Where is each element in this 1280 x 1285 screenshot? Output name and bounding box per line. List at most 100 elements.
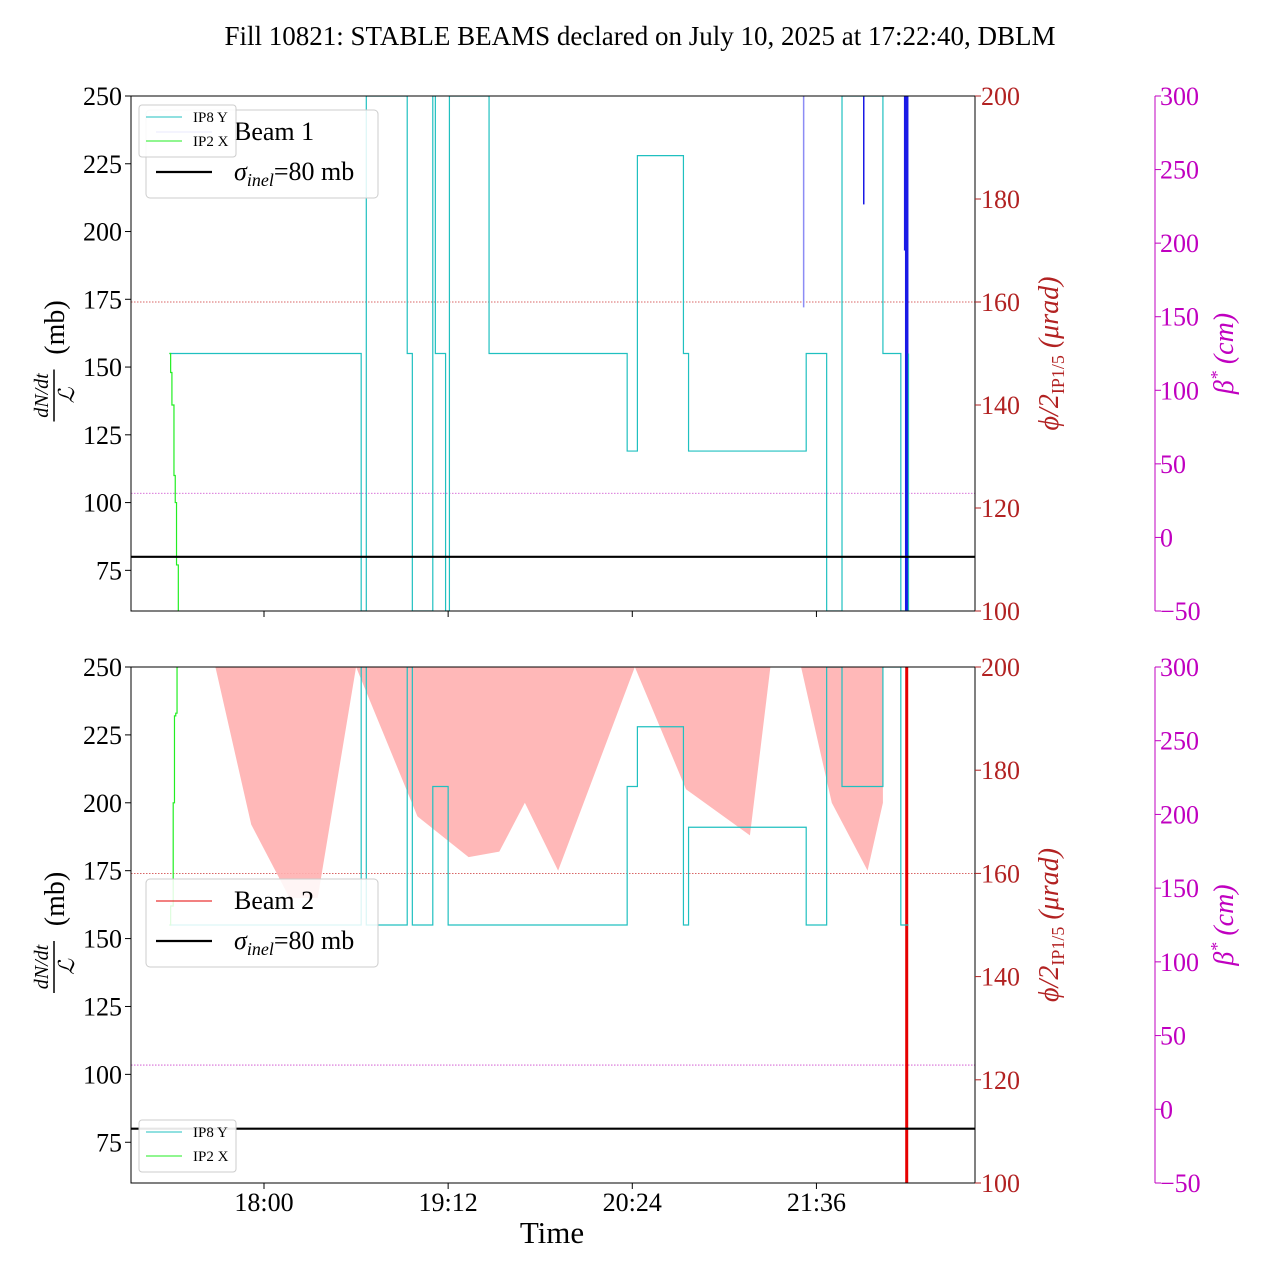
legend-ip2-label: IP2 X: [193, 1149, 229, 1165]
panel-beam-2: 75 100 125 150 175 200 225 250 100 120 140 160 180 20…: [31, 653, 1240, 1217]
beta-superscript: *: [1207, 371, 1227, 380]
y-left-label-numerator: dN/dt: [31, 944, 53, 989]
y-left-tick-label: 200: [83, 789, 122, 818]
plot-area: [131, 667, 975, 1183]
phi-symbol: ϕ/2: [1034, 966, 1065, 1002]
y-beta-label: β* (cm): [1207, 884, 1240, 966]
legend-beam-label: Beam 2: [234, 886, 314, 915]
y-left-tick-label: 150: [83, 925, 122, 954]
beta-symbol: β: [1209, 380, 1240, 395]
y-beta-tick-label: 200: [1160, 800, 1199, 829]
legend-ip-frame: [138, 1119, 237, 1173]
sigma-value: =80 mb: [274, 926, 354, 955]
y-left-axis-label: dN/dt ℒ (mb): [31, 300, 79, 422]
legend-beam-label: Beam 1: [234, 117, 314, 146]
y-phi-label: ϕ/2IP1/5 (μrad): [1034, 277, 1068, 431]
x-tick-label: 20:24: [603, 1188, 662, 1217]
legend-ip8-label: IP8 Y: [193, 110, 228, 126]
sigma-symbol: σ: [234, 157, 248, 186]
y-left-tick-label: 175: [83, 285, 122, 314]
y-beta-tick-label: −50: [1160, 597, 1201, 626]
y-phi-tick-label: 100: [981, 1169, 1020, 1198]
y-left-axis-label: dN/dt ℒ (mb): [31, 872, 79, 993]
y-phi-tick-label: 140: [981, 963, 1020, 992]
y-left-tick-label: 250: [83, 653, 122, 682]
y-beta-tick-label: 100: [1160, 948, 1199, 977]
chart-title: Fill 10821: STABLE BEAMS declared on Jul…: [224, 21, 1055, 51]
phi-unit: (μrad): [1034, 277, 1065, 356]
y-left-tick-label: 250: [83, 82, 122, 111]
y-beta-tick-label: 250: [1160, 156, 1199, 185]
y-beta-tick-label: 50: [1160, 450, 1186, 479]
plot-frame: [130, 666, 976, 1184]
legend-sigma-label: σinel=80 mb: [234, 157, 354, 190]
plot-area: [131, 96, 975, 611]
y-beta-tick-label: 300: [1160, 82, 1199, 111]
y-left-tick-label: 75: [96, 556, 122, 585]
phi-subscript: IP1/5: [1048, 927, 1068, 966]
legend-ip2-label: IP2 X: [193, 134, 229, 150]
y-beta-tick-label: 300: [1160, 653, 1199, 682]
plot-frame: [130, 95, 976, 612]
legend-ip-frame: [138, 104, 237, 158]
beam-2-envelope: [215, 667, 883, 898]
y-left-tick-label: 200: [83, 218, 122, 247]
y-beta-tick-label: 50: [1160, 1022, 1186, 1051]
y-beta-tick-label: 100: [1160, 376, 1199, 405]
y-phi-tick-label: 120: [981, 1066, 1020, 1095]
y-phi-tick-label: 100: [981, 597, 1020, 626]
sigma-subscript: inel: [247, 170, 274, 190]
y-left-tick-label: 100: [83, 489, 122, 518]
phi-unit: (μrad): [1034, 848, 1065, 927]
y-beta-tick-label: 200: [1160, 229, 1199, 258]
y-left-tick-label: 75: [96, 1128, 122, 1157]
y-left-tick-label: 175: [83, 857, 122, 886]
y-beta-tick-label: 250: [1160, 727, 1199, 756]
y-phi-label: ϕ/2IP1/5 (μrad): [1034, 848, 1068, 1002]
y-left-tick-label: 100: [83, 1060, 122, 1089]
sigma-subscript: inel: [247, 939, 274, 959]
legend-sigma-label: σinel=80 mb: [234, 926, 354, 959]
y-left-tick-label: 150: [83, 353, 122, 382]
y-left-label-denominator: ℒ: [54, 386, 79, 403]
y-left-tick-label: 125: [83, 421, 122, 450]
series-ip2-x: [169, 352, 179, 611]
y-left-label-numerator: dN/dt: [31, 373, 53, 418]
y-beta-tick-label: 150: [1160, 303, 1199, 332]
y-phi-tick-label: 120: [981, 494, 1020, 523]
y-phi-tick-label: 180: [981, 185, 1020, 214]
beta-unit: (cm): [1209, 884, 1240, 942]
legend-ip: IP8 Y IP2 X: [138, 1119, 237, 1173]
x-tick-label: 21:36: [787, 1188, 846, 1217]
sigma-symbol: σ: [234, 926, 248, 955]
y-phi-tick-label: 180: [981, 756, 1020, 785]
beta-unit: (cm): [1209, 313, 1240, 371]
y-left-tick-label: 125: [83, 992, 122, 1021]
beta-superscript: *: [1207, 943, 1227, 952]
x-axis-label: Time: [520, 1215, 584, 1250]
y-beta-label: β* (cm): [1207, 313, 1240, 395]
phi-subscript: IP1/5: [1048, 355, 1068, 394]
legend-main: Beam 2 σinel=80 mb: [145, 878, 379, 968]
y-beta-axis-label: β* (cm): [1207, 884, 1240, 966]
legend-ip: IP8 Y IP2 X: [138, 104, 237, 158]
y-beta-tick-label: 150: [1160, 874, 1199, 903]
y-phi-axis-label: ϕ/2IP1/5 (μrad): [1034, 277, 1068, 431]
y-left-tick-label: 225: [83, 721, 122, 750]
y-phi-tick-label: 140: [981, 391, 1020, 420]
y-phi-axis-label: ϕ/2IP1/5 (μrad): [1034, 848, 1068, 1002]
y-left-label-denominator: ℒ: [54, 958, 79, 975]
y-beta-tick-label: −50: [1160, 1169, 1201, 1198]
y-phi-tick-label: 200: [981, 653, 1020, 682]
y-beta-tick-label: 0: [1160, 1095, 1173, 1124]
x-tick-label: 19:12: [419, 1188, 478, 1217]
x-tick-label: 18:00: [234, 1188, 293, 1217]
y-beta-tick-label: 0: [1160, 523, 1173, 552]
y-phi-tick-label: 160: [981, 288, 1020, 317]
y-phi-tick-label: 160: [981, 859, 1020, 888]
y-left-label-unit: (mb): [40, 872, 71, 926]
y-left-tick-label: 225: [83, 150, 122, 179]
legend-ip8-label: IP8 Y: [193, 1125, 228, 1141]
